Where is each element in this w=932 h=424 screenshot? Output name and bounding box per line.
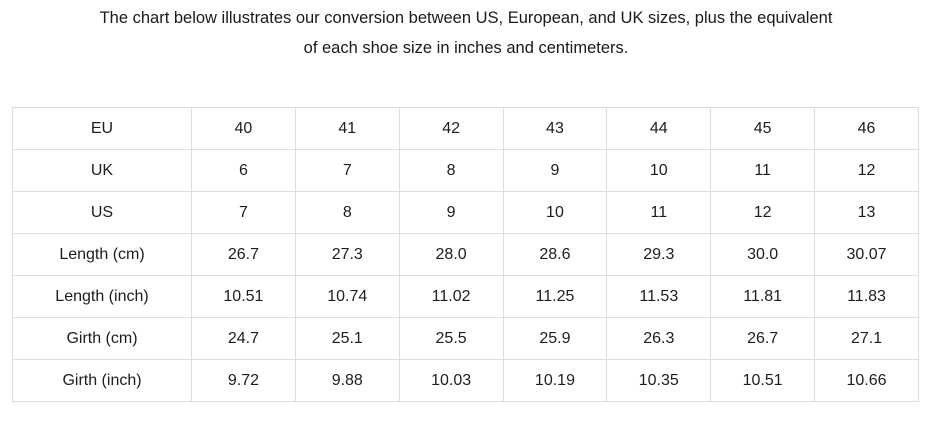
cell-value: 27.1 <box>814 317 919 360</box>
cell-value: 25.9 <box>502 317 608 360</box>
cell-value: 8 <box>398 149 504 192</box>
cell-value: 11.53 <box>606 275 712 318</box>
row-label: Length (cm) <box>12 233 192 276</box>
cell-value: 26.7 <box>191 233 296 276</box>
cell-value: 10.03 <box>398 359 504 402</box>
cell-value: 9.88 <box>294 359 400 402</box>
cell-value: 26.7 <box>710 317 816 360</box>
cell-value: 43 <box>502 107 608 150</box>
cell-value: 28.0 <box>398 233 504 276</box>
table-row-girth-inch: Girth (inch) 9.72 9.88 10.03 10.19 10.35… <box>12 359 919 402</box>
cell-value: 11.83 <box>814 275 919 318</box>
cell-value: 44 <box>606 107 712 150</box>
table-row-girth-cm: Girth (cm) 24.7 25.1 25.5 25.9 26.3 26.7… <box>12 317 919 360</box>
cell-value: 27.3 <box>294 233 400 276</box>
intro-text: The chart below illustrates our conversi… <box>0 0 932 63</box>
row-label: EU <box>12 107 192 150</box>
cell-value: 9 <box>398 191 504 234</box>
cell-value: 13 <box>814 191 919 234</box>
cell-value: 10 <box>606 149 712 192</box>
cell-value: 40 <box>191 107 296 150</box>
cell-value: 11 <box>710 149 816 192</box>
row-label: Length (inch) <box>12 275 192 318</box>
row-label: US <box>12 191 192 234</box>
cell-value: 45 <box>710 107 816 150</box>
cell-value: 12 <box>814 149 919 192</box>
cell-value: 10 <box>502 191 608 234</box>
cell-value: 10.35 <box>606 359 712 402</box>
cell-value: 6 <box>191 149 296 192</box>
size-conversion-table: EU 40 41 42 43 44 45 46 UK 6 7 8 9 10 11… <box>12 107 919 402</box>
row-label: UK <box>12 149 192 192</box>
table-row-length-cm: Length (cm) 26.7 27.3 28.0 28.6 29.3 30.… <box>12 233 919 276</box>
cell-value: 42 <box>398 107 504 150</box>
cell-value: 25.1 <box>294 317 400 360</box>
intro-text-line-1: The chart below illustrates our conversi… <box>99 9 833 27</box>
cell-value: 8 <box>294 191 400 234</box>
cell-value: 29.3 <box>606 233 712 276</box>
table-row-us: US 7 8 9 10 11 12 13 <box>12 191 919 234</box>
cell-value: 10.51 <box>191 275 296 318</box>
cell-value: 12 <box>710 191 816 234</box>
cell-value: 11.02 <box>398 275 504 318</box>
cell-value: 7 <box>191 191 296 234</box>
cell-value: 10.51 <box>710 359 816 402</box>
cell-value: 25.5 <box>398 317 504 360</box>
table-row-uk: UK 6 7 8 9 10 11 12 <box>12 149 919 192</box>
table-row-eu: EU 40 41 42 43 44 45 46 <box>12 107 919 150</box>
cell-value: 10.19 <box>502 359 608 402</box>
cell-value: 28.6 <box>502 233 608 276</box>
cell-value: 9.72 <box>191 359 296 402</box>
row-label: Girth (inch) <box>12 359 192 402</box>
row-label: Girth (cm) <box>12 317 192 360</box>
cell-value: 7 <box>294 149 400 192</box>
cell-value: 46 <box>814 107 919 150</box>
intro-text-line-2: of each shoe size in inches and centimet… <box>303 39 629 57</box>
cell-value: 9 <box>502 149 608 192</box>
cell-value: 11.81 <box>710 275 816 318</box>
cell-value: 41 <box>294 107 400 150</box>
cell-value: 30.07 <box>814 233 919 276</box>
cell-value: 11.25 <box>502 275 608 318</box>
cell-value: 26.3 <box>606 317 712 360</box>
cell-value: 11 <box>606 191 712 234</box>
cell-value: 10.74 <box>294 275 400 318</box>
table-row-length-inch: Length (inch) 10.51 10.74 11.02 11.25 11… <box>12 275 919 318</box>
cell-value: 24.7 <box>191 317 296 360</box>
cell-value: 30.0 <box>710 233 816 276</box>
cell-value: 10.66 <box>814 359 919 402</box>
